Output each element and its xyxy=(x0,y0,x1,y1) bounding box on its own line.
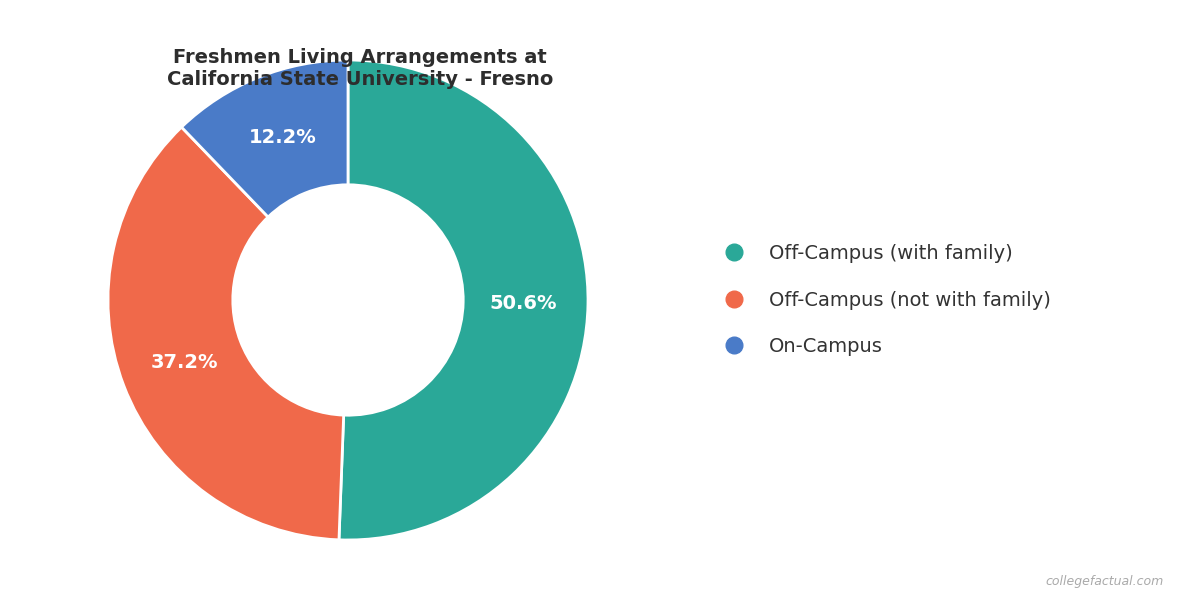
Text: 50.6%: 50.6% xyxy=(490,294,557,313)
Text: collegefactual.com: collegefactual.com xyxy=(1045,575,1164,588)
Text: 12.2%: 12.2% xyxy=(248,128,317,147)
Wedge shape xyxy=(338,60,588,540)
Text: Freshmen Living Arrangements at
California State University - Fresno: Freshmen Living Arrangements at Californ… xyxy=(167,48,553,89)
Wedge shape xyxy=(181,60,348,217)
Wedge shape xyxy=(108,127,343,540)
Text: 37.2%: 37.2% xyxy=(150,353,218,372)
Legend: Off-Campus (with family), Off-Campus (not with family), On-Campus: Off-Campus (with family), Off-Campus (no… xyxy=(695,225,1070,375)
